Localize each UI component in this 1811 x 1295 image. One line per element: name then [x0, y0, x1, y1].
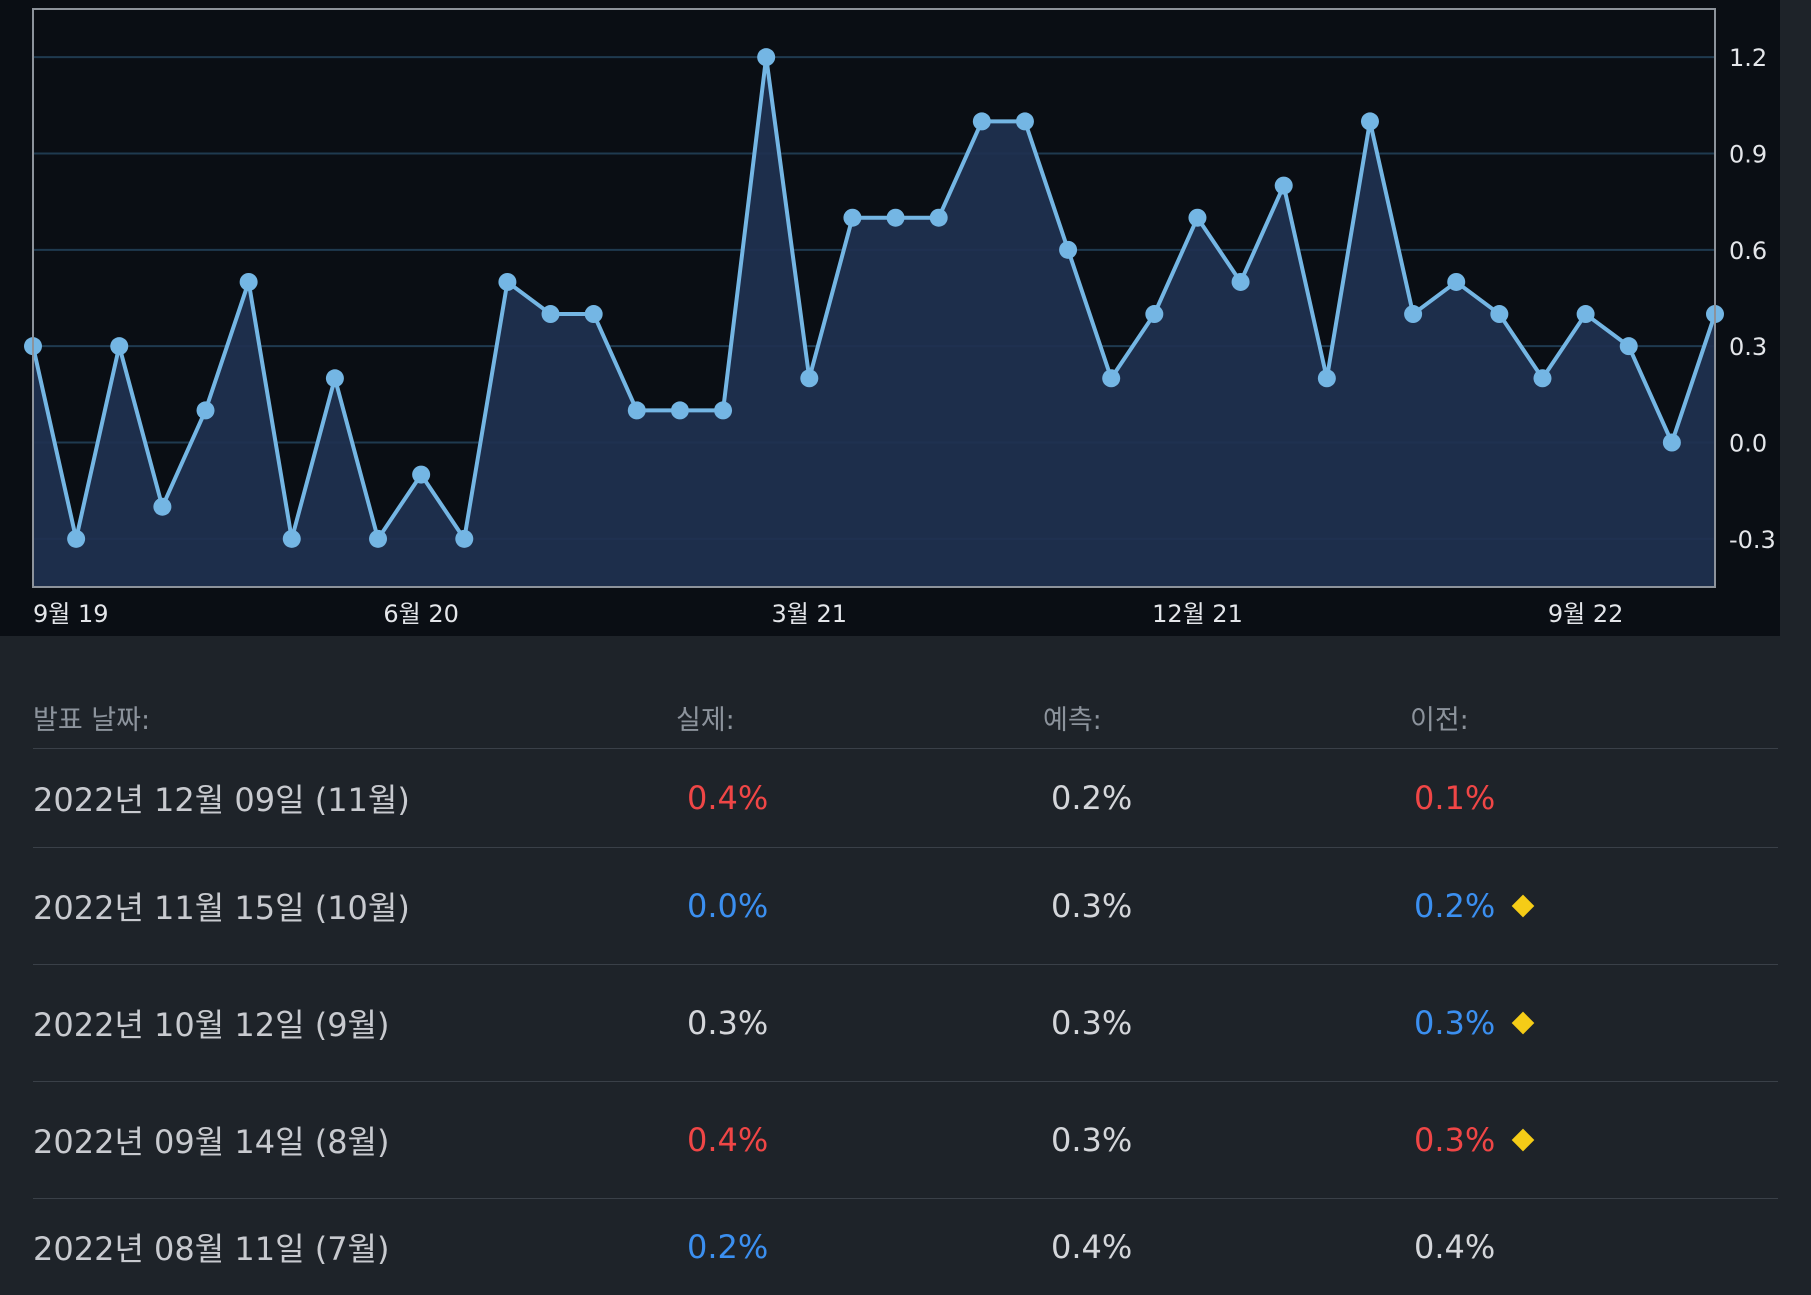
- data-point: [541, 305, 560, 324]
- chart-panel: 1.2 0.9 0.6 0.3 0.0 -0.3 9월 19 6월 20 3월 21 12월 21…: [0, 0, 1780, 636]
- data-point: [1490, 305, 1509, 324]
- data-point: [67, 529, 86, 548]
- series-line: [31, 55, 1717, 541]
- table-row[interactable]: 2022년 10월 12일 (9월) 0.3% 0.3% 0.3%: [33, 965, 1778, 1082]
- data-point: [1619, 337, 1638, 356]
- actual-value: 0.0%: [687, 887, 769, 925]
- previous-value: 0.4%: [1414, 1228, 1496, 1266]
- data-point: [800, 369, 819, 388]
- y-tick-label: 0.3: [1729, 333, 1767, 361]
- data-point: [972, 112, 991, 131]
- release-date: 2022년 09월 14일 (8월): [33, 1123, 390, 1161]
- data-point: [369, 529, 388, 548]
- header-previous: 이전:: [1410, 705, 1469, 736]
- data-point: [1145, 305, 1164, 324]
- x-tick-label: 9월 22: [1548, 600, 1624, 628]
- actual-value: 0.4%: [687, 779, 769, 817]
- data-point: [282, 529, 301, 548]
- table-row[interactable]: 2022년 08월 11일 (7월) 0.2% 0.4% 0.4%: [33, 1199, 1778, 1295]
- actual-value: 0.2%: [687, 1228, 769, 1266]
- data-point: [1447, 272, 1466, 291]
- data-point: [627, 401, 646, 420]
- data-point: [1317, 369, 1336, 388]
- data-point: [1533, 369, 1552, 388]
- header-forecast: 예측:: [1043, 705, 1102, 736]
- header-release-date: 발표 날짜:: [33, 705, 151, 736]
- release-date: 2022년 11월 15일 (10월): [33, 889, 410, 927]
- y-tick-label: 0.0: [1729, 430, 1767, 458]
- forecast-value: 0.4%: [1051, 1228, 1133, 1266]
- data-point: [1059, 240, 1078, 259]
- diamond-icon[interactable]: [1511, 894, 1535, 918]
- forecast-value: 0.3%: [1051, 1004, 1133, 1042]
- diamond-icon[interactable]: [1511, 1011, 1535, 1035]
- data-point: [1404, 305, 1423, 324]
- data-point: [929, 208, 948, 227]
- line-chart: 1.2 0.9 0.6 0.3 0.0 -0.3 9월 19 6월 20 3월 21 12월 21…: [24, 8, 1776, 628]
- data-point: [670, 401, 689, 420]
- data-point: [1274, 176, 1293, 195]
- previous-value: 0.2%: [1414, 887, 1496, 925]
- previous-value: 0.3%: [1414, 1121, 1496, 1159]
- data-point: [1188, 208, 1207, 227]
- x-tick-label: 12월 21: [1152, 600, 1243, 628]
- plot-frame: [32, 8, 1716, 588]
- table-header: 발표 날짜: 실제: 예측: 이전:: [33, 680, 1778, 749]
- data-point: [1576, 305, 1595, 324]
- forecast-value: 0.3%: [1051, 887, 1133, 925]
- x-tick-label: 6월 20: [383, 600, 459, 628]
- x-tick-label: 3월 21: [772, 600, 848, 628]
- forecast-value: 0.2%: [1051, 779, 1133, 817]
- data-point: [714, 401, 733, 420]
- data-point: [153, 497, 172, 516]
- data-point: [757, 48, 776, 67]
- header-actual: 실제:: [676, 705, 735, 736]
- y-tick-label: 1.2: [1729, 44, 1767, 72]
- diamond-icon[interactable]: [1511, 1128, 1535, 1152]
- data-point: [110, 337, 129, 356]
- previous-value: 0.3%: [1414, 1004, 1496, 1042]
- forecast-value: 0.3%: [1051, 1121, 1133, 1159]
- table-row[interactable]: 2022년 12월 09일 (11월) 0.4% 0.2% 0.1%: [33, 749, 1778, 848]
- data-point: [886, 208, 905, 227]
- release-date: 2022년 10월 12일 (9월): [33, 1006, 390, 1044]
- release-history-table: 발표 날짜: 실제: 예측: 이전: 2022년 12월 09일 (11월) 0…: [33, 680, 1778, 1295]
- data-point: [843, 208, 862, 227]
- y-tick-label: 0.9: [1729, 141, 1767, 169]
- data-point: [584, 305, 603, 324]
- actual-value: 0.4%: [687, 1121, 769, 1159]
- data-point: [455, 529, 474, 548]
- previous-value: 0.1%: [1414, 779, 1496, 817]
- actual-value: 0.3%: [687, 1004, 769, 1042]
- data-point: [412, 465, 431, 484]
- area-fill: [33, 57, 1715, 587]
- release-date: 2022년 08월 11일 (7월): [33, 1230, 390, 1268]
- data-point: [325, 369, 344, 388]
- table-row[interactable]: 2022년 11월 15일 (10월) 0.0% 0.3% 0.2%: [33, 848, 1778, 965]
- release-date: 2022년 12월 09일 (11월): [33, 781, 410, 819]
- y-tick-label: -0.3: [1729, 526, 1776, 554]
- data-point: [239, 272, 258, 291]
- table-row[interactable]: 2022년 09월 14일 (8월) 0.4% 0.3% 0.3%: [33, 1082, 1778, 1199]
- data-point: [1662, 433, 1681, 452]
- data-point: [1231, 272, 1250, 291]
- y-tick-label: 0.6: [1729, 237, 1767, 265]
- data-point: [498, 272, 517, 291]
- x-tick-label: 9월 19: [33, 600, 109, 628]
- data-point: [196, 401, 215, 420]
- data-point: [1102, 369, 1121, 388]
- data-point: [1015, 112, 1034, 131]
- data-point: [1360, 112, 1379, 131]
